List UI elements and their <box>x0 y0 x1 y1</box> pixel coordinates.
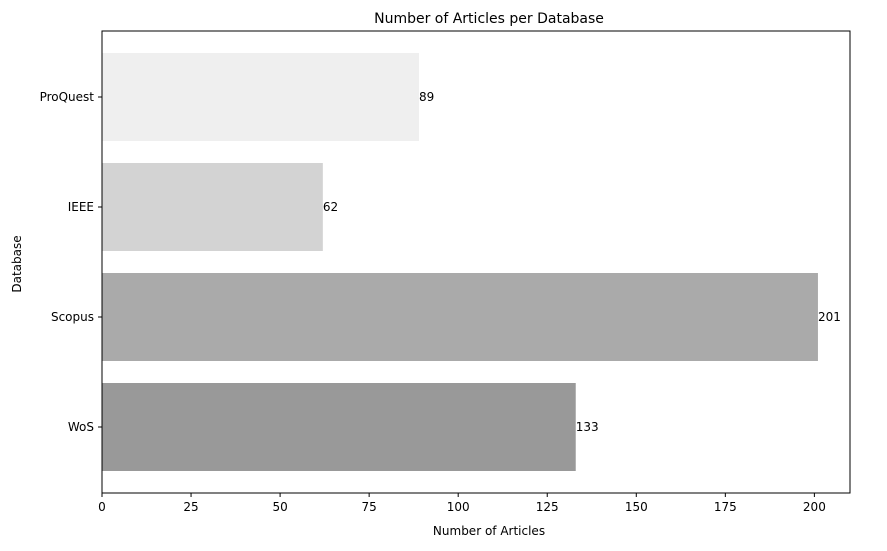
x-tick-label: 125 <box>536 500 559 514</box>
x-tick-label: 0 <box>98 500 106 514</box>
x-tick-label: 25 <box>183 500 198 514</box>
bars-group <box>102 53 818 471</box>
plot-frame <box>101 30 851 494</box>
x-tick-label: 175 <box>714 500 737 514</box>
x-tick-label: 200 <box>803 500 826 514</box>
y-axis-label: Database <box>10 235 24 292</box>
data-label-ieee: 62 <box>323 200 338 214</box>
data-label-wos: 133 <box>576 420 599 434</box>
bar-proquest <box>102 53 420 141</box>
y-tick-label: WoS <box>68 420 94 434</box>
x-tick-label: 75 <box>362 500 377 514</box>
y-tick-label: IEEE <box>68 200 94 214</box>
y-tick-label: Scopus <box>51 310 94 324</box>
chart-title: Number of Articles per Database <box>374 11 604 27</box>
bar-wos <box>102 383 576 471</box>
data-labels-group: 133 201 62 89 <box>323 90 841 434</box>
data-label-scopus: 201 <box>818 310 841 324</box>
x-tick-label: 100 <box>447 500 470 514</box>
data-label-proquest: 89 <box>419 90 434 104</box>
x-axis-label: Number of Articles <box>433 524 545 538</box>
bar-scopus <box>102 273 818 361</box>
x-axis: 0 25 50 75 100 125 150 175 200 <box>98 493 826 514</box>
y-axis: WoS Scopus IEEE ProQuest <box>40 90 102 434</box>
bar-ieee <box>102 163 323 251</box>
y-tick-label: ProQuest <box>40 90 95 104</box>
x-tick-label: 50 <box>272 500 287 514</box>
x-tick-label: 150 <box>625 500 648 514</box>
